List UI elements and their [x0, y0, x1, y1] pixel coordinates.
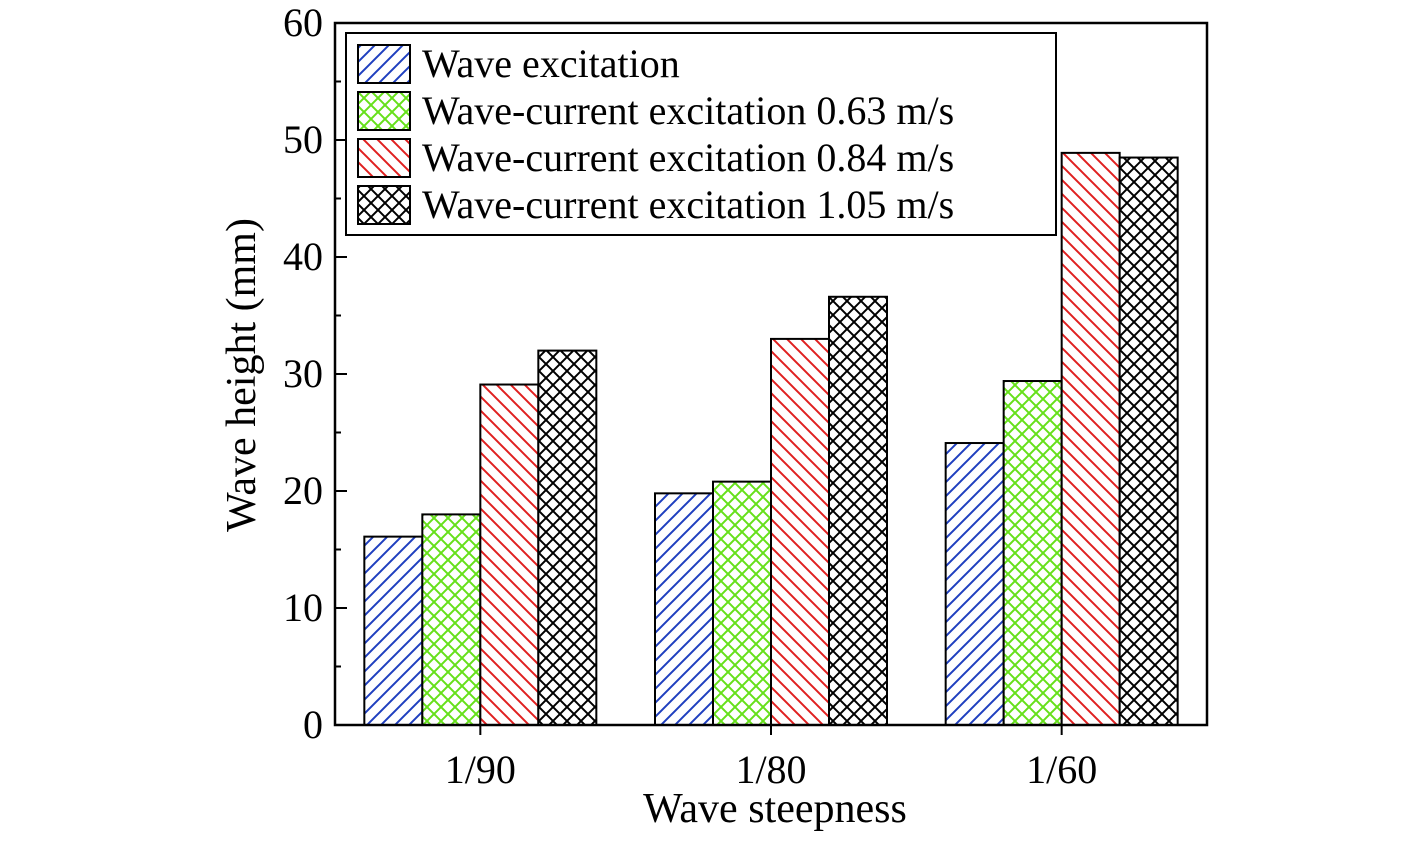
y-axis-title: Wave height (mm): [219, 218, 265, 532]
bar-1-0: [654, 492, 714, 726]
x-tick-label: 1/80: [735, 747, 806, 792]
y-tick-label: 20: [283, 468, 323, 513]
legend-swatch: [357, 138, 411, 178]
bar-1-3: [828, 295, 888, 726]
legend-swatch: [357, 44, 411, 84]
y-tick-label: 50: [283, 117, 323, 162]
x-axis-title: Wave steepness: [643, 786, 907, 832]
x-tick-label: 1/60: [1026, 747, 1097, 792]
bar-0-0: [363, 535, 424, 726]
bar-1-2: [770, 337, 830, 726]
y-tick-label: 10: [283, 585, 323, 630]
legend-label: Wave-current excitation 0.84 m/s: [422, 135, 954, 180]
x-tick-label: 1/90: [445, 747, 516, 792]
legend-label: Wave-current excitation 1.05 m/s: [422, 182, 954, 227]
bar-2-1: [1002, 380, 1063, 726]
bar-2-2: [1060, 151, 1121, 726]
legend-label: Wave-current excitation 0.63 m/s: [422, 88, 954, 133]
y-tick-label: 40: [283, 234, 323, 279]
y-tick-label: 30: [283, 351, 323, 396]
legend-label: Wave excitation: [422, 41, 680, 86]
ticks-layer: 0 10 20 30 40 50 60 1/90 1/80 1/60: [283, 0, 1097, 792]
bars-layer: [363, 151, 1179, 727]
y-tick-label: 60: [283, 0, 323, 45]
bar-2-0: [944, 442, 1005, 726]
legend-swatch: [357, 91, 411, 131]
legend-swatch: [357, 185, 411, 225]
bar-1-1: [712, 480, 772, 727]
bar-0-2: [479, 383, 540, 726]
bar-0-1: [421, 513, 482, 727]
bar-2-3: [1118, 156, 1179, 727]
bar-0-3: [537, 349, 598, 726]
legend-box: [345, 32, 1057, 236]
y-tick-label: 0: [303, 702, 323, 747]
